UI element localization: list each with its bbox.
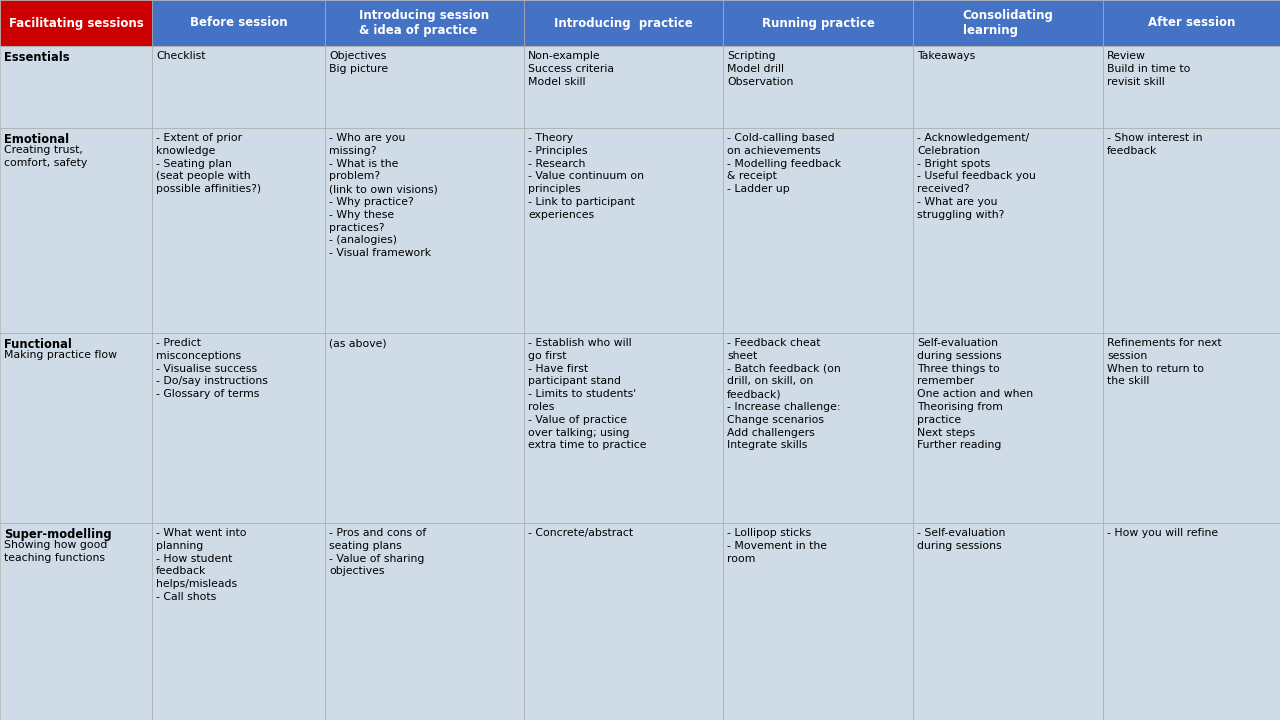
Bar — [913, 46, 1103, 128]
Text: - Theory
- Principles
- Research
- Value continuum on
principles
- Link to parti: - Theory - Principles - Research - Value… — [529, 133, 644, 220]
Bar — [325, 523, 524, 720]
Text: - Acknowledgement/
Celebration
- Bright spots
- Useful feedback you
received?
- : - Acknowledgement/ Celebration - Bright … — [916, 133, 1036, 220]
Bar — [1103, 333, 1280, 523]
Text: - Extent of prior
knowledge
- Seating plan
(seat people with
possible affinities: - Extent of prior knowledge - Seating pl… — [156, 133, 261, 194]
Bar — [325, 0, 524, 46]
Text: - How you will refine: - How you will refine — [1107, 528, 1219, 538]
Bar — [0, 128, 152, 333]
Bar — [723, 523, 913, 720]
Text: Before session: Before session — [189, 17, 287, 30]
Bar — [913, 0, 1103, 46]
Text: Creating trust,
comfort, safety: Creating trust, comfort, safety — [4, 145, 87, 168]
Text: - What went into
planning
- How student
feedback
helps/misleads
- Call shots: - What went into planning - How student … — [156, 528, 247, 602]
Bar — [913, 333, 1103, 523]
Text: - Who are you
missing?
- What is the
problem?
(link to own visions)
- Why practi: - Who are you missing? - What is the pro… — [329, 133, 438, 258]
Text: Review
Build in time to
revisit skill: Review Build in time to revisit skill — [1107, 51, 1190, 86]
Bar — [913, 523, 1103, 720]
Bar — [0, 523, 152, 720]
Text: Self-evaluation
during sessions
Three things to
remember
One action and when
The: Self-evaluation during sessions Three th… — [916, 338, 1033, 451]
Text: - Self-evaluation
during sessions: - Self-evaluation during sessions — [916, 528, 1005, 551]
Bar — [1103, 46, 1280, 128]
Bar — [152, 523, 325, 720]
Bar — [1103, 0, 1280, 46]
Text: Making practice flow: Making practice flow — [4, 351, 116, 361]
Text: Introducing session
& idea of practice: Introducing session & idea of practice — [360, 9, 489, 37]
Bar — [723, 128, 913, 333]
Bar — [524, 0, 723, 46]
Bar — [0, 333, 152, 523]
Bar — [325, 46, 524, 128]
Bar — [524, 128, 723, 333]
Bar — [524, 333, 723, 523]
Bar — [1103, 523, 1280, 720]
Bar — [524, 523, 723, 720]
Bar — [325, 128, 524, 333]
Text: Functional: Functional — [4, 338, 72, 351]
Text: - Show interest in
feedback: - Show interest in feedback — [1107, 133, 1202, 156]
Text: - Feedback cheat
sheet
- Batch feedback (on
drill, on skill, on
feedback)
- Incr: - Feedback cheat sheet - Batch feedback … — [727, 338, 841, 451]
Text: Essentials: Essentials — [4, 51, 69, 64]
Text: - Pros and cons of
seating plans
- Value of sharing
objectives: - Pros and cons of seating plans - Value… — [329, 528, 426, 577]
Text: Facilitating sessions: Facilitating sessions — [9, 17, 143, 30]
Text: - Predict
misconceptions
- Visualise success
- Do/say instructions
- Glossary of: - Predict misconceptions - Visualise suc… — [156, 338, 268, 399]
Text: Takeaways: Takeaways — [916, 51, 975, 61]
Text: - Concrete/abstract: - Concrete/abstract — [529, 528, 634, 538]
Bar — [0, 46, 152, 128]
Bar — [152, 0, 325, 46]
Text: Scripting
Model drill
Observation: Scripting Model drill Observation — [727, 51, 794, 86]
Text: Emotional: Emotional — [4, 133, 69, 146]
Bar — [152, 128, 325, 333]
Bar — [1103, 128, 1280, 333]
Text: After session: After session — [1148, 17, 1235, 30]
Text: (as above): (as above) — [329, 338, 387, 348]
Text: - Cold-calling based
on achievements
- Modelling feedback
& receipt
- Ladder up: - Cold-calling based on achievements - M… — [727, 133, 841, 194]
Text: - Establish who will
go first
- Have first
participant stand
- Limits to student: - Establish who will go first - Have fir… — [529, 338, 646, 451]
Text: Non-example
Success criteria
Model skill: Non-example Success criteria Model skill — [529, 51, 614, 86]
Text: Running practice: Running practice — [762, 17, 874, 30]
Text: - Lollipop sticks
- Movement in the
room: - Lollipop sticks - Movement in the room — [727, 528, 827, 564]
Text: Introducing  practice: Introducing practice — [554, 17, 692, 30]
Bar — [524, 46, 723, 128]
Bar — [913, 128, 1103, 333]
Text: Refinements for next
session
When to return to
the skill: Refinements for next session When to ret… — [1107, 338, 1221, 387]
Bar — [0, 0, 152, 46]
Bar — [152, 333, 325, 523]
Bar — [723, 46, 913, 128]
Bar — [723, 0, 913, 46]
Bar — [723, 333, 913, 523]
Text: Super-modelling: Super-modelling — [4, 528, 111, 541]
Text: Showing how good
teaching functions: Showing how good teaching functions — [4, 541, 108, 563]
Bar — [152, 46, 325, 128]
Text: Objectives
Big picture: Objectives Big picture — [329, 51, 388, 73]
Text: Consolidating
learning: Consolidating learning — [963, 9, 1053, 37]
Bar — [325, 333, 524, 523]
Text: Checklist: Checklist — [156, 51, 206, 61]
